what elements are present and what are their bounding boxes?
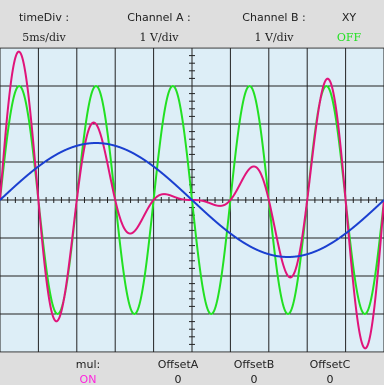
channel-a-label: Channel A :	[127, 11, 191, 24]
settings-header: timeDiv : 5ms/div Channel A : 1 V/div Ch…	[0, 0, 384, 48]
signal-traces	[0, 50, 384, 350]
xy-mode-label: XY	[341, 11, 357, 24]
channel-b-label: Channel B :	[242, 11, 306, 24]
oscilloscope-screen	[0, 48, 384, 352]
graticule-grid	[0, 48, 384, 352]
settings-footer: mul: ON OffsetA 0 OffsetB 0 OffsetC 0	[0, 352, 384, 385]
offset-c-value[interactable]: 0	[326, 373, 334, 385]
mul-label: mul:	[75, 358, 101, 371]
channel-a-value[interactable]: 1 V/div	[139, 31, 179, 44]
mul-toggle[interactable]: ON	[79, 373, 97, 385]
channel-b-value[interactable]: 1 V/div	[254, 31, 294, 44]
time-div-label: timeDiv :	[18, 11, 70, 24]
xy-mode-value[interactable]: OFF	[336, 31, 362, 44]
offset-b-value[interactable]: 0	[250, 373, 258, 385]
trace-blue	[0, 142, 384, 258]
offset-a-label: OffsetA	[157, 358, 199, 371]
offset-a-value[interactable]: 0	[174, 373, 182, 385]
time-div-value[interactable]: 5ms/div	[22, 31, 66, 44]
offset-c-label: OffsetC	[309, 358, 351, 371]
offset-b-label: OffsetB	[233, 358, 275, 371]
